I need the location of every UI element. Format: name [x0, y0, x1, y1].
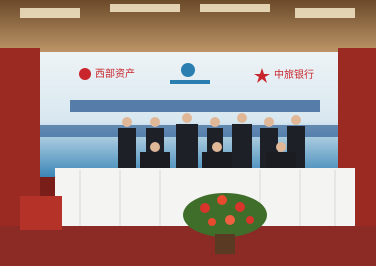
carpet [0, 226, 376, 266]
page: 西部资产 中旅银行 (() => { const data = JSON.par… [0, 0, 376, 266]
banner-title-blur [70, 100, 320, 112]
photo: 西部资产 中旅银行 [0, 0, 376, 266]
logo-icon [79, 68, 91, 80]
logo-text: 中旅银行 [274, 68, 314, 81]
logo-icon [181, 63, 195, 77]
chair [20, 196, 62, 230]
logo-text-shape [170, 80, 210, 84]
logo-text: 西部资产 [95, 67, 135, 80]
